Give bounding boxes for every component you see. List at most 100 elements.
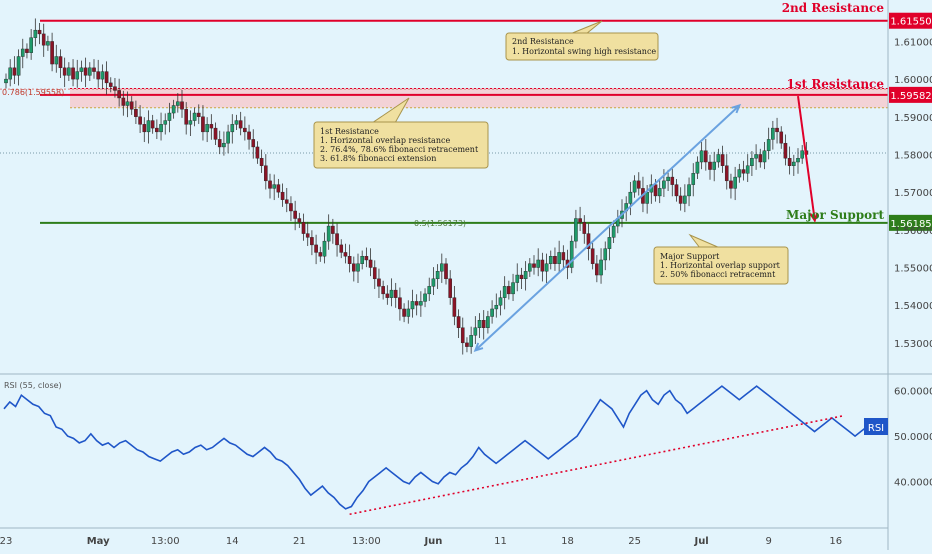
note-first-resistance-line-3: 3. 61.8% fibonacci extension — [320, 154, 436, 163]
rsi-line — [3, 385, 879, 510]
candle-body — [741, 169, 746, 174]
resistance-zone — [70, 88, 888, 108]
note-first-resistance-title: 1st Resistance — [320, 127, 379, 136]
level-line-major-support-badge-text: 1.56185 — [890, 219, 931, 230]
candle-body — [326, 225, 331, 242]
candle-body — [691, 173, 696, 185]
candle-body — [96, 71, 100, 80]
candle-body — [12, 67, 17, 76]
time-tick-label: 13:00 — [352, 536, 381, 547]
candle-body — [465, 342, 469, 347]
candle-body — [448, 278, 452, 298]
candle-body — [766, 139, 771, 151]
time-tick-label: 18 — [561, 536, 574, 547]
candle-body — [792, 161, 796, 166]
candle-body — [314, 244, 318, 253]
candle-body — [737, 169, 742, 178]
candle-body — [511, 282, 515, 295]
note-major-support: Major Support 1. Horizontal overlap supp… — [653, 233, 789, 285]
time-tick-label: 13:00 — [151, 536, 180, 547]
candle-body — [360, 256, 364, 264]
time-tick-label: 23 — [0, 536, 12, 547]
price-tick-label: 1.58000 — [894, 150, 932, 161]
candle-body — [460, 327, 465, 344]
note-major-support-line-2: 2. 50% fibonacci retracemnt — [660, 270, 776, 279]
candle-body — [117, 90, 121, 99]
level-line-first-resistance-badge-text: 1.59582 — [890, 91, 931, 102]
time-tick-label: 16 — [829, 536, 842, 547]
candle-body — [276, 184, 281, 193]
time-tick-label: 9 — [765, 536, 771, 547]
candle-body — [318, 252, 323, 257]
time-tick-label: Jun — [423, 536, 442, 547]
candle-body — [226, 131, 230, 144]
rsi-indicator-label: RSI (55, close) — [4, 381, 62, 390]
uptrend-line — [474, 104, 741, 352]
candle-body — [280, 191, 285, 200]
candle-body — [486, 316, 490, 328]
rsi-pane[interactable] — [3, 385, 879, 516]
candle-body — [113, 86, 117, 91]
candle-body — [284, 199, 289, 204]
candle-body — [398, 297, 402, 310]
level-labels: 2nd Resistance 1st Resistance Major Supp… — [2, 1, 884, 390]
candle-body — [129, 101, 134, 110]
candle-body — [167, 112, 172, 121]
candle-body — [796, 158, 800, 163]
candle-body — [695, 161, 700, 174]
candle-body — [440, 263, 444, 272]
candle-body — [301, 222, 306, 234]
candle-body — [607, 237, 612, 249]
candle-body — [775, 127, 779, 133]
candle-body — [750, 158, 754, 166]
candle-body — [393, 289, 398, 298]
candle-body — [385, 293, 390, 298]
candle-body — [247, 131, 251, 140]
level-label-first-resistance: 1st Resistance — [787, 77, 885, 91]
candle-body — [196, 112, 201, 117]
candle-body — [582, 222, 587, 234]
candle-body — [213, 127, 218, 140]
candle-body — [322, 240, 327, 257]
candle-body — [590, 248, 595, 264]
candle-body — [67, 67, 71, 76]
candle-body — [138, 116, 142, 125]
candle-body — [532, 263, 536, 268]
candle-body — [310, 237, 314, 246]
candle-body — [46, 41, 50, 46]
level-line-second-resistance-badge-text: 1.61550 — [890, 17, 931, 28]
candle-body — [670, 176, 675, 185]
candle-body — [431, 278, 436, 287]
candle-body — [586, 233, 591, 249]
level-line-second-resistance-badge — [889, 12, 932, 29]
candle-body — [368, 259, 373, 268]
candle-body — [452, 297, 457, 317]
candle-body — [544, 263, 549, 272]
level-line-first-resistance-badge — [889, 86, 932, 103]
candle-body — [150, 120, 155, 129]
candle-body — [704, 150, 708, 163]
candle-body — [724, 165, 729, 182]
projection-arrow-head — [809, 212, 819, 223]
candle-body — [62, 67, 67, 76]
notes: 2nd Resistance 1. Horizontal swing high … — [313, 20, 789, 285]
candle-body — [305, 233, 310, 238]
candle-body — [331, 225, 335, 234]
candle-body — [364, 256, 369, 261]
candle-body — [297, 218, 302, 223]
rsi-tick-label: 60.0000 — [894, 387, 932, 398]
price-tick-label: 1.54000 — [894, 301, 932, 312]
candle-body — [519, 274, 524, 280]
candle-body — [289, 203, 293, 212]
candle-body — [611, 225, 616, 238]
level-label-second-resistance: 2nd Resistance — [782, 1, 885, 15]
candle-body — [171, 105, 176, 114]
time-tick-label: 25 — [628, 536, 641, 547]
fib-label-mid: 0.5(1.56173) — [414, 219, 466, 228]
rsi-tick-label: 40.0000 — [894, 478, 932, 489]
candle-body — [163, 120, 168, 125]
candle-body — [502, 286, 507, 298]
candle-body — [762, 150, 767, 163]
candle-body — [134, 109, 138, 117]
